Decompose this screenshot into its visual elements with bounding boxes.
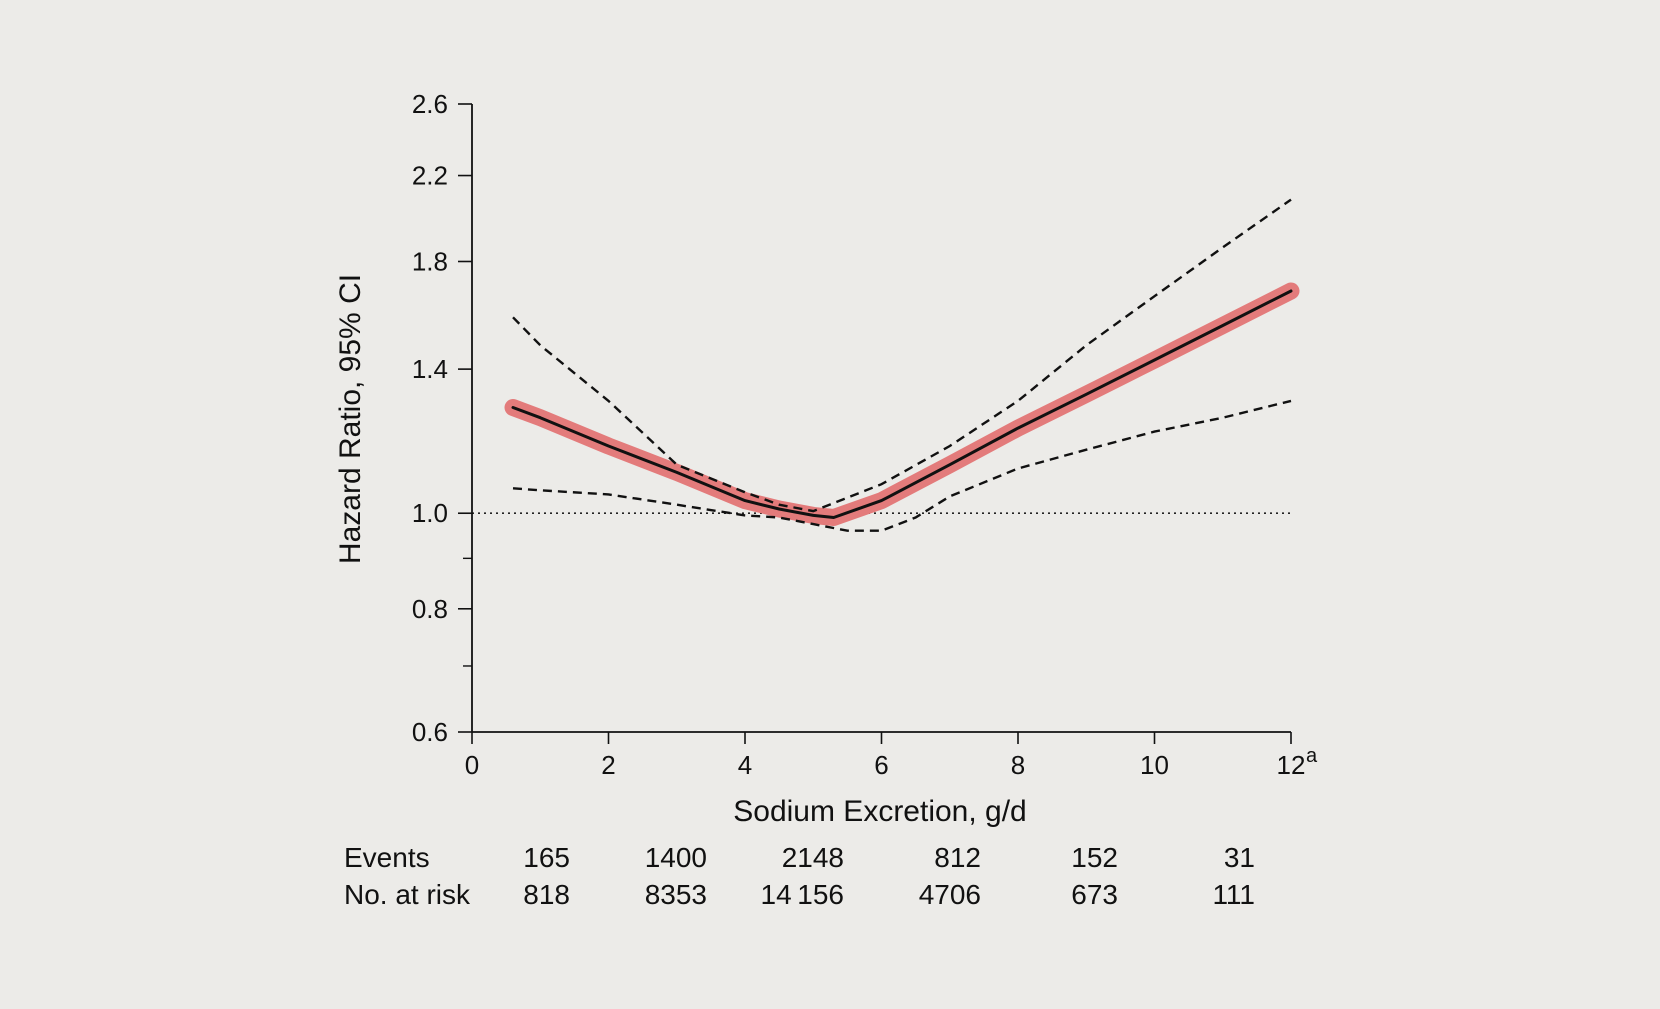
series-layer — [504, 198, 1300, 532]
y-tick-label: 2.2 — [412, 161, 448, 191]
risk-table-cell: 31 — [1224, 842, 1255, 873]
x-tick-label: 0 — [465, 750, 479, 780]
x-tick-label: 2 — [601, 750, 615, 780]
risk-table-cell: 14 156 — [761, 879, 844, 910]
axes: 0.6 0.8 1.0 1.4 1.8 2.2 2.6 0 2 4 6 8 10 12 a — [412, 89, 1318, 780]
y-tick-label: 1.0 — [412, 498, 448, 528]
risk-table-row-label: Events — [344, 842, 430, 873]
y-tick-label: 1.4 — [412, 354, 448, 384]
risk-table-row-label: No. at risk — [344, 879, 471, 910]
x-tick-label: 4 — [738, 750, 752, 780]
estimate-line — [511, 289, 1293, 519]
y-tick-label: 0.8 — [412, 594, 448, 624]
risk-table-cell: 111 — [1212, 879, 1255, 910]
y-tick-label: 0.6 — [412, 717, 448, 747]
x-tick-label: 10 — [1140, 750, 1169, 780]
risk-table-cell: 4706 — [919, 879, 981, 910]
risk-table-cell: 165 — [523, 842, 570, 873]
risk-table-cell: 2148 — [782, 842, 844, 873]
x-tick-label: 6 — [874, 750, 888, 780]
y-tick-label: 2.6 — [412, 89, 448, 119]
y-tick-label: 1.8 — [412, 246, 448, 276]
x-tick-label: 12 — [1277, 750, 1306, 780]
x-tick-label: 8 — [1011, 750, 1025, 780]
risk-table: Events 165 1400 2148 812 152 31 No. at risk 818 8… — [344, 842, 1255, 910]
risk-table-cell: 152 — [1071, 842, 1118, 873]
risk-table-cell: 8353 — [645, 879, 707, 910]
y-axis-title: Hazard Ratio, 95% CI — [334, 274, 367, 564]
x-axis-title: Sodium Excretion, g/d — [733, 795, 1026, 828]
risk-table-cell: 1400 — [645, 842, 707, 873]
upper-ci-line — [512, 198, 1292, 513]
risk-table-cell: 812 — [934, 842, 981, 873]
estimate-highlight — [504, 282, 1300, 526]
risk-table-cell: 818 — [523, 879, 570, 910]
risk-table-cell: 673 — [1071, 879, 1118, 910]
x-tick-superscript: a — [1306, 745, 1318, 767]
